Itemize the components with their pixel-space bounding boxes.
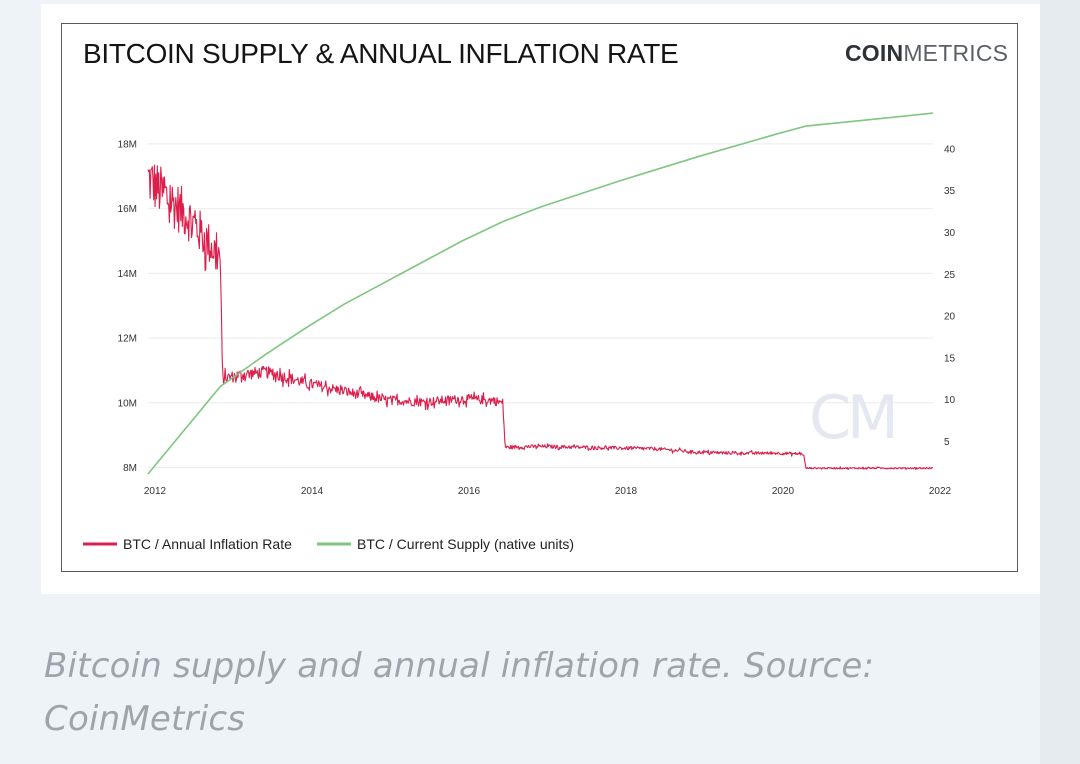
x-tick-label: 2018 bbox=[615, 486, 638, 497]
y-right-tick-label: 30 bbox=[944, 228, 956, 239]
series-line-supply bbox=[147, 112, 934, 475]
series-layer bbox=[147, 112, 934, 475]
y-left-tick-label: 10M bbox=[118, 398, 137, 409]
x-tick-label: 2014 bbox=[301, 486, 324, 497]
axis-layer: 8M 10M 12M 14M 16M 18M 5 10 15 20 25 30 35 40 2012 2014… bbox=[118, 139, 956, 497]
page-edge-strip bbox=[1040, 0, 1080, 764]
x-tick-label: 2022 bbox=[929, 486, 952, 497]
y-left-tick-label: 16M bbox=[118, 204, 137, 215]
cm-watermark: CM bbox=[809, 383, 899, 453]
figure-caption: Bitcoin supply and annual inflation rate… bbox=[44, 646, 875, 739]
watermark-text: CM bbox=[809, 383, 895, 453]
legend-label: BTC / Annual Inflation Rate bbox=[123, 536, 292, 552]
y-left-tick-label: 18M bbox=[118, 139, 137, 150]
legend: BTC / Annual Inflation Rate BTC / Current… bbox=[83, 536, 574, 552]
chart-title: BITCOIN SUPPLY & ANNUAL INFLATION RATE bbox=[83, 38, 679, 69]
y-right-tick-label: 35 bbox=[944, 186, 956, 197]
y-right-tick-label: 15 bbox=[944, 353, 956, 364]
x-tick-label: 2012 bbox=[144, 486, 167, 497]
legend-label: BTC / Current Supply (native units) bbox=[357, 536, 574, 552]
grid-layer bbox=[148, 143, 933, 469]
y-right-tick-label: 20 bbox=[944, 312, 956, 323]
y-right-tick-label: 10 bbox=[944, 395, 956, 406]
y-right-tick-label: 40 bbox=[944, 144, 956, 155]
y-left-tick-label: 8M bbox=[123, 463, 137, 474]
y-left-tick-label: 12M bbox=[118, 334, 137, 345]
logo-light-text: METRICS bbox=[903, 40, 1009, 66]
x-tick-label: 2020 bbox=[772, 486, 795, 497]
series-line-inflation bbox=[147, 164, 934, 471]
chart-frame bbox=[61, 23, 1018, 572]
y-right-tick-label: 25 bbox=[944, 270, 956, 281]
y-right-tick-label: 5 bbox=[944, 437, 950, 448]
y-left-tick-label: 14M bbox=[118, 269, 137, 280]
logo-bold-text: COIN bbox=[845, 40, 904, 66]
coinmetrics-logo: COINMETRICS bbox=[845, 40, 1008, 67]
x-tick-label: 2016 bbox=[458, 486, 481, 497]
